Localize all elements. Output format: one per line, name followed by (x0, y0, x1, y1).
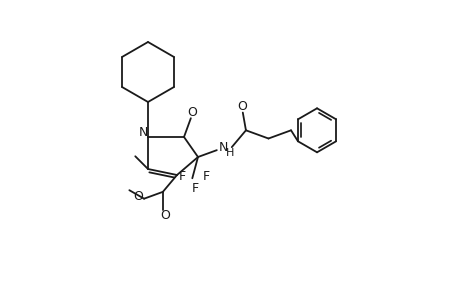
Text: F: F (191, 182, 198, 195)
Text: N: N (218, 141, 228, 154)
Text: O: O (186, 106, 196, 119)
Text: O: O (160, 209, 169, 222)
Text: H: H (225, 148, 234, 158)
Text: O: O (236, 100, 246, 113)
Text: F: F (202, 170, 209, 183)
Text: O: O (133, 190, 143, 203)
Text: N: N (138, 125, 147, 139)
Text: F: F (179, 170, 185, 183)
